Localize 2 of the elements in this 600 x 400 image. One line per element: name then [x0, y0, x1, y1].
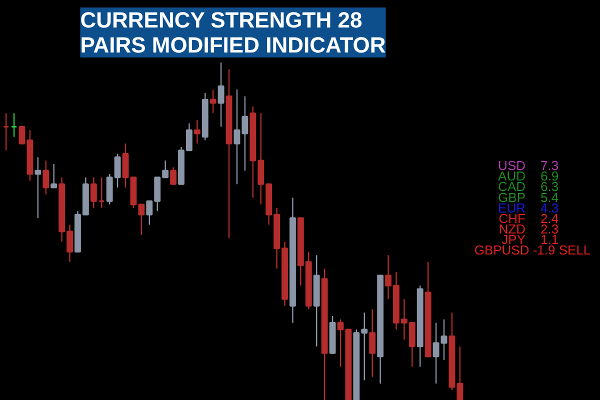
chart-title: CURRENCY STRENGTH 28 PAIRS MODIFIED INDICATOR — [80, 8, 386, 58]
text: GBPUSD -1.9 SELL — [474, 242, 591, 258]
